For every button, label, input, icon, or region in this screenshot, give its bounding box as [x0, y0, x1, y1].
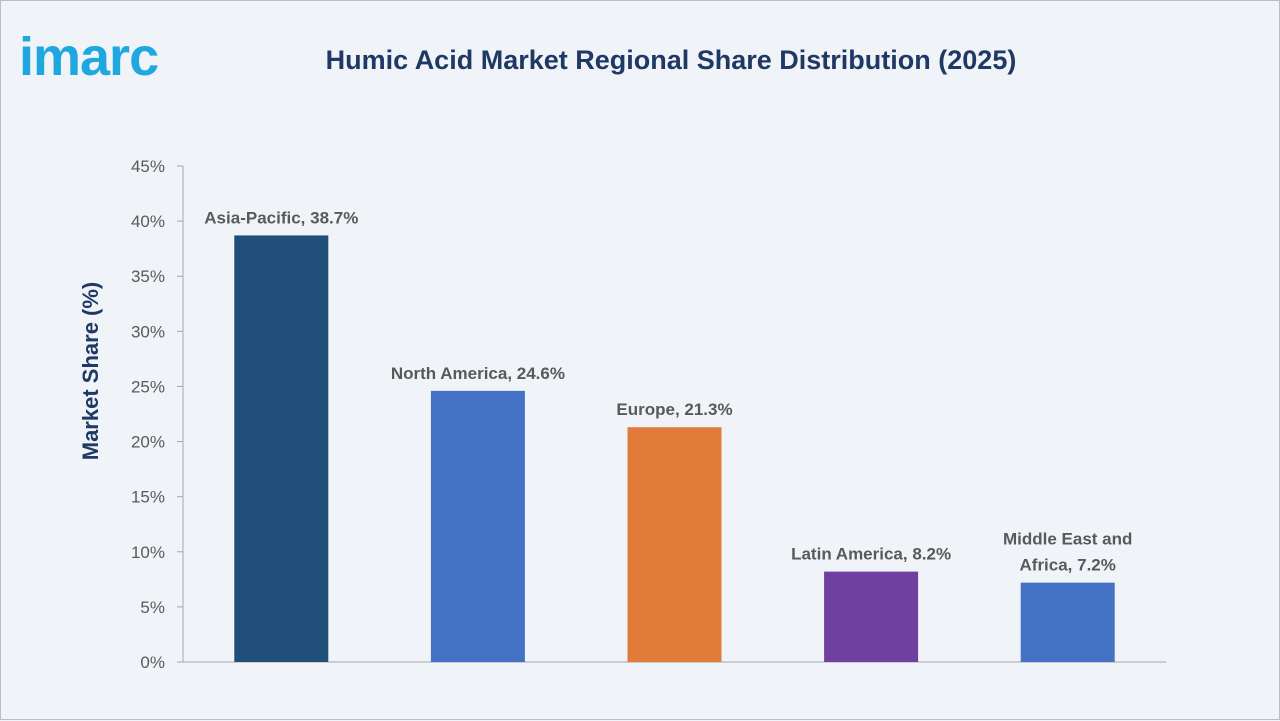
- data-label: Africa, 7.2%: [1020, 556, 1116, 575]
- y-tick-label: 25%: [131, 377, 165, 396]
- y-tick-label: 45%: [131, 157, 165, 176]
- data-label: Asia-Pacific, 38.7%: [204, 208, 358, 227]
- bar-europe: [627, 427, 722, 662]
- data-label: Middle East and: [1003, 530, 1132, 549]
- data-label: Europe, 21.3%: [616, 400, 732, 419]
- axes: 0% 5% 10% 15% 20% 25% 30% 35% 40% 45%: [131, 157, 1166, 672]
- imarc-logo: imarc: [19, 31, 159, 81]
- y-tick-label: 40%: [131, 212, 165, 231]
- y-tick-label: 20%: [131, 433, 165, 452]
- y-tick-label: 0%: [140, 653, 165, 672]
- y-tick-label: 35%: [131, 267, 165, 286]
- bar-north-america: [430, 390, 525, 662]
- y-tick-label: 10%: [131, 543, 165, 562]
- data-labels: Asia-Pacific, 38.7% North America, 24.6% E…: [204, 208, 1132, 574]
- data-label: Latin America, 8.2%: [791, 545, 951, 564]
- y-tick-label: 15%: [131, 488, 165, 507]
- y-axis-label: Market Share (%): [78, 282, 103, 461]
- bar-asia-pacific: [234, 235, 329, 662]
- chart-title: Humic Acid Market Regional Share Distrib…: [325, 45, 1017, 75]
- y-tick-label: 5%: [140, 598, 165, 617]
- bar-middle-east-and-africa: [1020, 582, 1115, 662]
- y-tick-label: 30%: [131, 322, 165, 341]
- imarc-logo-text: imarc: [19, 31, 158, 81]
- bars: [234, 235, 1115, 662]
- data-label: North America, 24.6%: [391, 364, 565, 383]
- bar-latin-america: [824, 571, 919, 662]
